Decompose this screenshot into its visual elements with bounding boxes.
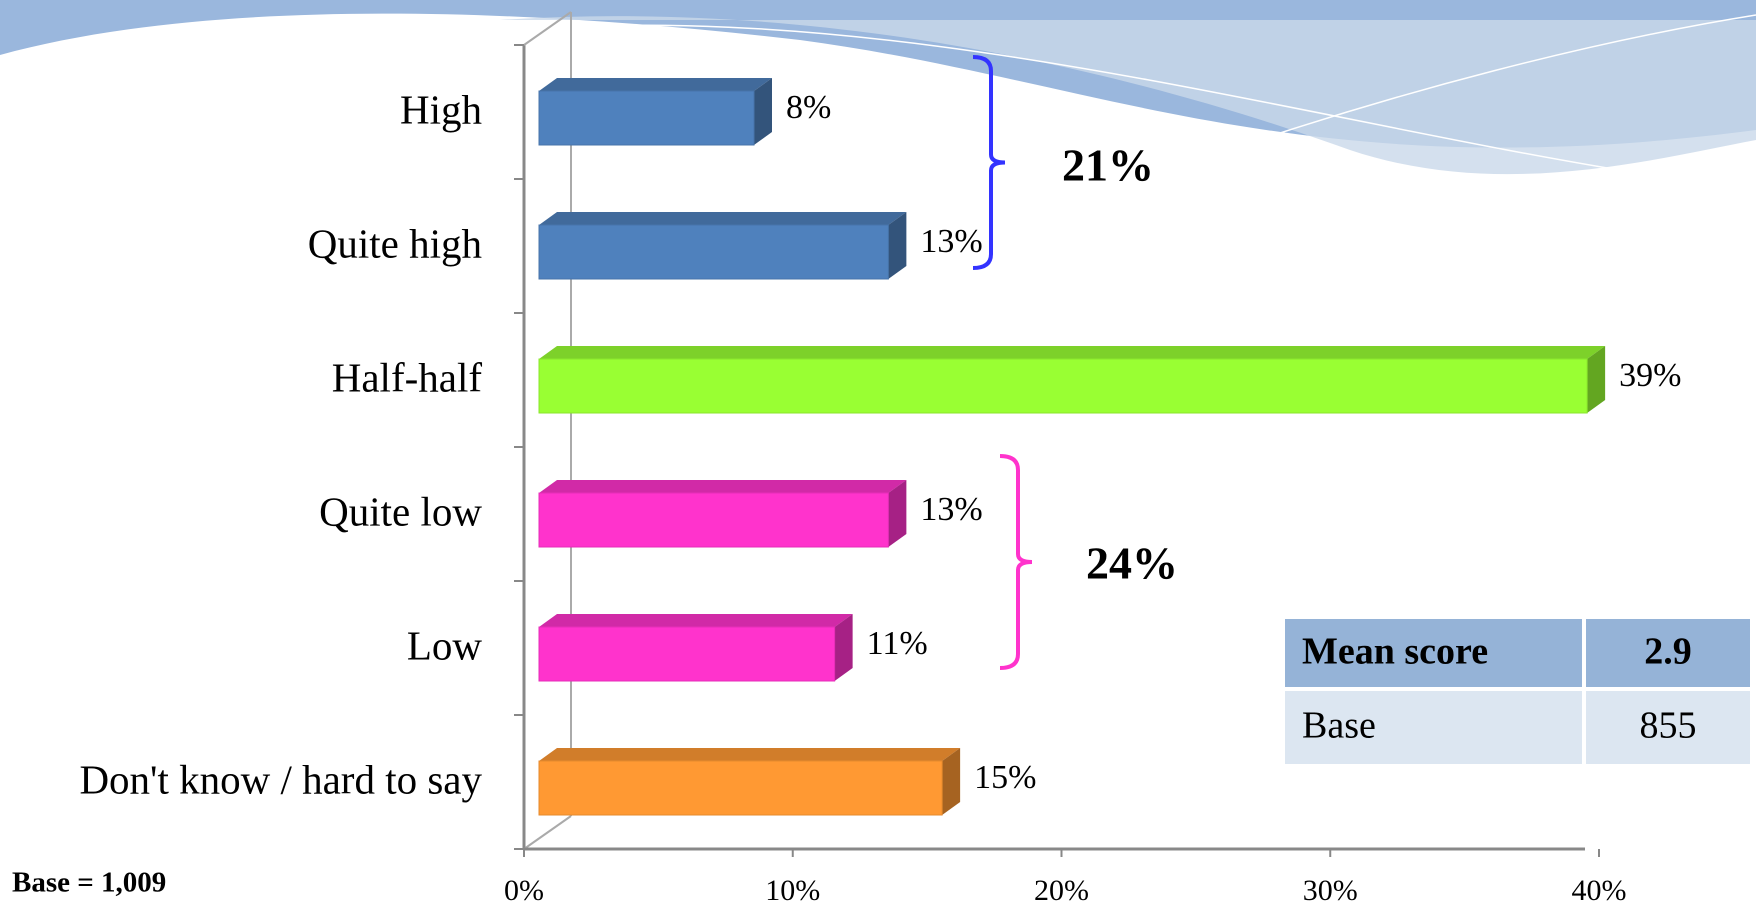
bar-top (539, 614, 853, 627)
bar (538, 358, 1588, 414)
bar-side (1587, 346, 1606, 413)
y-tick-label: Don't know / hard to say (79, 756, 482, 802)
y-tick-label: Quite low (319, 488, 482, 534)
value-label: 11% (867, 625, 928, 662)
bar-side (754, 78, 772, 145)
bar (538, 760, 943, 816)
table-label: Base (1302, 705, 1376, 747)
wall-edge (523, 815, 572, 850)
bar-top (539, 480, 907, 493)
wave-line (1199, 14, 1756, 161)
bar-top (539, 346, 1606, 359)
wave-line (519, 24, 1651, 176)
x-tick-label: 40% (1572, 874, 1627, 907)
x-tick-label: 0% (504, 874, 544, 907)
table-cell (1586, 691, 1750, 764)
bracket (999, 454, 1033, 670)
data-table: Mean score 2.9 Base 855 (1285, 619, 1750, 764)
wave (500, 16, 1756, 175)
bar (538, 626, 836, 682)
table-header: Mean score (1302, 631, 1488, 673)
y-tick-label: Half-half (332, 354, 483, 400)
annotation: 21% (1062, 140, 1154, 191)
footnote: Base = 1,009 (12, 867, 166, 899)
value-label: 39% (1619, 357, 1681, 394)
bar (538, 224, 889, 280)
bar-side (888, 480, 907, 547)
value-label: 13% (920, 223, 982, 260)
bar-top (539, 748, 961, 761)
table-value: 2.9 (1644, 631, 1692, 673)
y-tick-label: Quite high (308, 220, 482, 266)
bar (538, 90, 755, 146)
table-value: 855 (1640, 705, 1697, 747)
bar-side (888, 212, 907, 279)
bracket (972, 55, 1006, 270)
value-label: 8% (786, 89, 831, 126)
annotation: 24% (1086, 538, 1178, 589)
x-tick-label: 10% (765, 874, 820, 907)
bar-top (539, 78, 772, 91)
bar-top (539, 212, 907, 225)
y-tick-label: Low (407, 622, 483, 668)
bar-side (834, 614, 853, 681)
y-tick-label: High (400, 86, 482, 132)
bar-side (942, 748, 961, 815)
table-cell (1285, 691, 1582, 764)
value-label: 15% (974, 759, 1036, 796)
x-tick-label: 30% (1303, 874, 1358, 907)
table-cell (1285, 619, 1582, 687)
table-cell (1586, 619, 1750, 687)
background-waves (0, 0, 1756, 176)
x-tick-label: 20% (1034, 874, 1089, 907)
bar (538, 492, 889, 548)
value-label: 13% (920, 491, 982, 528)
wall-edge (523, 11, 572, 46)
